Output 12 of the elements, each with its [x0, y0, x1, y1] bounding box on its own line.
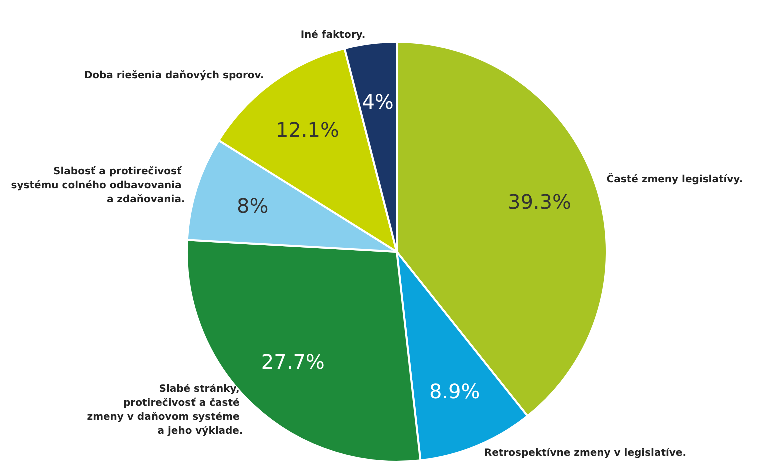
data-label: 8%	[237, 194, 269, 218]
slice-label: Slabosť a protirečivosť systému colného odbavovania a zdaňovania.	[11, 165, 186, 206]
slice-label: Retrospektívne zmeny v legislatíve.	[484, 448, 687, 459]
slice-label: Iné faktory.	[300, 30, 366, 42]
data-label: 4%	[362, 90, 394, 114]
data-label: 39.3%	[508, 190, 572, 214]
data-label: 12.1%	[276, 118, 340, 142]
data-label: 8.9%	[429, 380, 480, 404]
slice-label: Časté zmeny legislatívy.	[606, 172, 744, 186]
slice-label: Slabé stránky, protirečivosť a časté zmeny v daňovom systéme a jeho výklade.	[87, 384, 244, 437]
data-label: 27.7%	[261, 350, 325, 374]
slice-label: Doba riešenia daňových sporov.	[84, 70, 264, 82]
